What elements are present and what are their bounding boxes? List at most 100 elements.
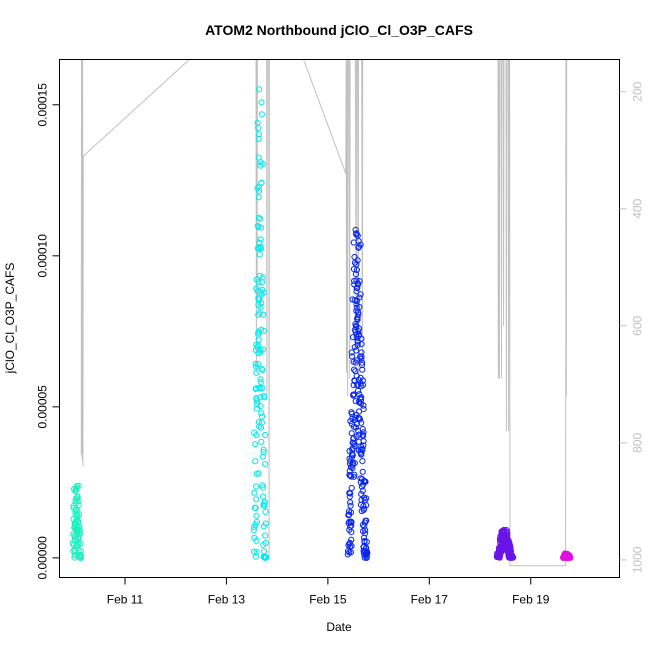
- data-point: [347, 472, 354, 479]
- data-point: [355, 376, 362, 384]
- data-point: [355, 331, 362, 338]
- data-point: [255, 470, 262, 477]
- data-point: [353, 304, 360, 311]
- data-point: [257, 303, 264, 310]
- data-point: [260, 523, 268, 530]
- data-point: [349, 465, 356, 472]
- data-point: [253, 276, 260, 283]
- data-point: [360, 506, 367, 513]
- data-point: [360, 406, 367, 413]
- data-point: [566, 554, 574, 561]
- data-point: [252, 441, 259, 448]
- data-point: [348, 542, 355, 550]
- y-tick-label: 0.00010: [36, 234, 50, 278]
- data-point: [72, 509, 79, 516]
- data-point: [259, 161, 266, 168]
- data-point: [353, 277, 360, 284]
- data-point: [355, 408, 363, 415]
- data-point: [76, 511, 83, 518]
- data-point: [257, 349, 264, 356]
- data-point: [354, 257, 361, 264]
- x-axis: Feb 11 Feb 13 Feb 15 Feb 17 Feb 19: [107, 577, 550, 607]
- data-point: [358, 451, 365, 458]
- data-point: [260, 553, 267, 560]
- data-point: [564, 554, 571, 562]
- data-point: [255, 419, 263, 426]
- data-point: [344, 551, 351, 558]
- data-point: [74, 495, 81, 502]
- data-point: [252, 504, 259, 512]
- pressure-line: [80, 59, 568, 567]
- data-point: [360, 528, 367, 535]
- y-axis: 0.00000 0.00005 0.00010 0.00015: [36, 83, 60, 580]
- data-point: [255, 131, 262, 138]
- data-point: [260, 502, 267, 509]
- data-point: [258, 413, 266, 420]
- plot-frame: [59, 59, 620, 578]
- data-point: [358, 361, 366, 369]
- data-point: [349, 439, 356, 446]
- data-point: [262, 431, 269, 439]
- data-point: [255, 342, 262, 349]
- data-point: [255, 214, 262, 221]
- data-points: [69, 86, 574, 562]
- data-point: [350, 391, 357, 398]
- data-point: [74, 535, 82, 542]
- data-point: [260, 541, 267, 549]
- data-point: [74, 508, 81, 515]
- y-axis-label: jClO_Cl_O3P_CAFS: [3, 263, 17, 375]
- data-point: [252, 458, 259, 465]
- data-point: [348, 473, 355, 480]
- y-tick-label: 0.00015: [36, 83, 50, 127]
- data-point: [257, 403, 264, 410]
- x-tick-label: Feb 17: [411, 593, 449, 607]
- data-point: [71, 537, 78, 544]
- data-point: [255, 194, 262, 201]
- data-point: [362, 478, 369, 485]
- data-point: [258, 111, 265, 118]
- data-point: [260, 493, 267, 500]
- data-point: [358, 483, 365, 490]
- data-point: [353, 266, 360, 273]
- data-point: [258, 99, 265, 106]
- data-point: [250, 548, 258, 555]
- data-point: [262, 532, 269, 539]
- data-point: [73, 528, 81, 535]
- data-point: [360, 429, 367, 436]
- data-point: [359, 521, 366, 529]
- data-point: [258, 438, 265, 445]
- data-point: [261, 498, 268, 505]
- data-point: [256, 239, 263, 246]
- data-point: [359, 432, 367, 440]
- data-point: [347, 490, 354, 497]
- x-tick-label: Feb 13: [208, 593, 246, 607]
- data-point: [357, 396, 365, 403]
- data-point: [259, 385, 266, 392]
- data-point: [346, 539, 353, 546]
- data-point: [251, 489, 258, 496]
- data-point: [253, 512, 260, 519]
- data-point: [358, 400, 365, 407]
- data-point: [260, 446, 267, 453]
- data-point: [507, 554, 514, 561]
- data-point: [347, 518, 354, 525]
- data-point: [73, 511, 80, 518]
- data-point: [258, 291, 265, 298]
- data-point: [257, 379, 264, 386]
- x-tick-label: Feb 15: [309, 593, 347, 607]
- data-point: [259, 366, 266, 373]
- data-point: [255, 331, 262, 338]
- y-tick-label: 0.00000: [36, 536, 50, 580]
- data-point: [258, 278, 265, 286]
- x-tick-label: Feb 11: [107, 593, 144, 607]
- data-point: [352, 398, 359, 405]
- data-point: [256, 86, 263, 93]
- secondary-series-line: [80, 59, 568, 567]
- data-point: [351, 460, 358, 467]
- data-point: [353, 347, 360, 354]
- secondary-tick-label: 600: [631, 315, 645, 335]
- data-point: [347, 502, 354, 509]
- data-point: [259, 482, 266, 489]
- data-point: [258, 300, 265, 307]
